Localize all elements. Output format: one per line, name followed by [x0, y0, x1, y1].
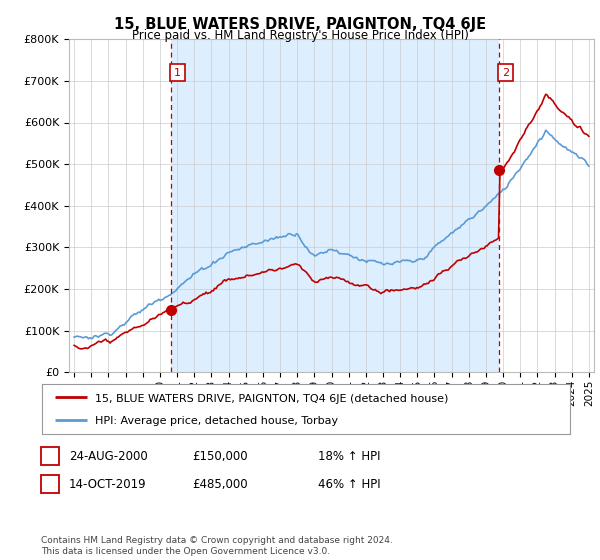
Text: Contains HM Land Registry data © Crown copyright and database right 2024.
This d: Contains HM Land Registry data © Crown c… — [41, 536, 392, 556]
Text: 1: 1 — [46, 451, 53, 461]
Text: 15, BLUE WATERS DRIVE, PAIGNTON, TQ4 6JE (detached house): 15, BLUE WATERS DRIVE, PAIGNTON, TQ4 6JE… — [95, 394, 448, 404]
Text: 18% ↑ HPI: 18% ↑ HPI — [318, 450, 380, 463]
Text: £150,000: £150,000 — [192, 450, 248, 463]
Text: 46% ↑ HPI: 46% ↑ HPI — [318, 478, 380, 491]
Text: £485,000: £485,000 — [192, 478, 248, 491]
Text: Price paid vs. HM Land Registry's House Price Index (HPI): Price paid vs. HM Land Registry's House … — [131, 29, 469, 42]
Text: 2: 2 — [46, 479, 53, 489]
Text: 15, BLUE WATERS DRIVE, PAIGNTON, TQ4 6JE: 15, BLUE WATERS DRIVE, PAIGNTON, TQ4 6JE — [114, 17, 486, 32]
Text: 1: 1 — [173, 68, 181, 77]
Bar — [171, 39, 499, 372]
Text: 14-OCT-2019: 14-OCT-2019 — [69, 478, 146, 491]
Text: HPI: Average price, detached house, Torbay: HPI: Average price, detached house, Torb… — [95, 417, 338, 426]
Text: 2: 2 — [502, 68, 509, 77]
Text: 24-AUG-2000: 24-AUG-2000 — [69, 450, 148, 463]
